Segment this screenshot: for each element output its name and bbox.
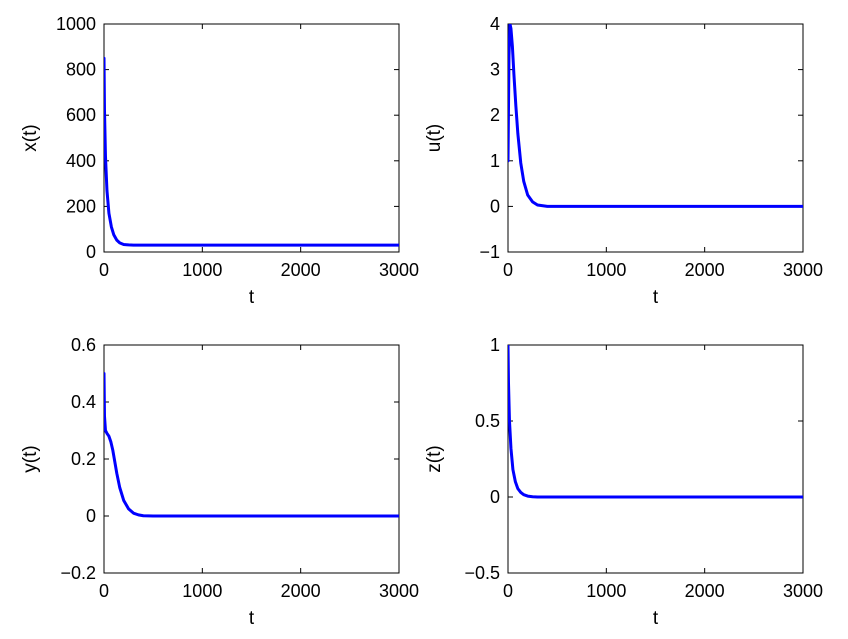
- y-tick-label: 3: [490, 60, 500, 80]
- x-axis-label: t: [249, 287, 255, 308]
- x-tick-label: 1000: [586, 260, 626, 280]
- y-tick-label: −0.5: [464, 563, 500, 583]
- y-tick-label: 0.2: [71, 449, 96, 469]
- y-tick-label: 1: [490, 335, 500, 355]
- x-axis-label: t: [249, 608, 255, 629]
- y-axis-label: z(t): [424, 445, 445, 472]
- axes-box: [507, 344, 804, 574]
- y-tick-label: 0: [490, 487, 500, 507]
- x-tick-label: 2000: [685, 260, 725, 280]
- y-tick-label: 1000: [56, 14, 96, 34]
- x-tick-label: 3000: [379, 581, 419, 601]
- x-tick-label: 1000: [182, 581, 222, 601]
- x-tick-label: 3000: [783, 260, 823, 280]
- x-tick-label: 3000: [783, 581, 823, 601]
- y-axis-label: y(t): [20, 445, 41, 472]
- y-tick-label: 800: [66, 60, 96, 80]
- y-tick-label: 1: [490, 151, 500, 171]
- x-tick-label: 0: [99, 260, 109, 280]
- y-tick-label: −0.2: [60, 563, 96, 583]
- chart-panel-bottom-left: 0 1000 2000 3000−0.200.20.40.6ty(t): [20, 335, 419, 629]
- axes-box: [103, 23, 400, 253]
- x-tick-label: 0: [503, 260, 513, 280]
- x-tick-label: 1000: [586, 581, 626, 601]
- series-line-xt: [104, 56, 399, 247]
- x-tick-label: 3000: [379, 260, 419, 280]
- x-axis-label: t: [653, 608, 659, 629]
- y-tick-label: 4: [490, 14, 500, 34]
- x-tick-label: 0: [99, 581, 109, 601]
- y-tick-label: 0: [86, 506, 96, 526]
- x-tick-label: 2000: [281, 260, 321, 280]
- y-tick-label: 400: [66, 151, 96, 171]
- y-axis-label: x(t): [20, 124, 41, 151]
- x-tick-label: 1000: [182, 260, 222, 280]
- axes-box: [103, 344, 400, 574]
- series-line-yt: [104, 372, 399, 518]
- y-tick-label: 0: [490, 196, 500, 216]
- y-tick-label: −1: [479, 242, 500, 262]
- x-tick-label: 2000: [685, 581, 725, 601]
- chart-panel-top-left: 0 1000 2000 3000 0 200 400 600 800 1000 t x(t): [20, 14, 419, 308]
- series-line-ut: [508, 24, 803, 208]
- y-tick-label: 0.6: [71, 335, 96, 355]
- y-axis-label: u(t): [424, 124, 445, 153]
- x-tick-label: 2000: [281, 581, 321, 601]
- series-line-zt: [508, 345, 803, 499]
- x-axis-label: t: [653, 287, 659, 308]
- y-tick-label: 600: [66, 105, 96, 125]
- y-tick-label: 0.4: [71, 392, 96, 412]
- y-tick-label: 0: [86, 242, 96, 262]
- y-tick-label: 2: [490, 105, 500, 125]
- y-tick-label: 200: [66, 196, 96, 216]
- y-tick-label: 0.5: [475, 411, 500, 431]
- axes-box: [507, 23, 804, 253]
- x-tick-label: 0: [503, 581, 513, 601]
